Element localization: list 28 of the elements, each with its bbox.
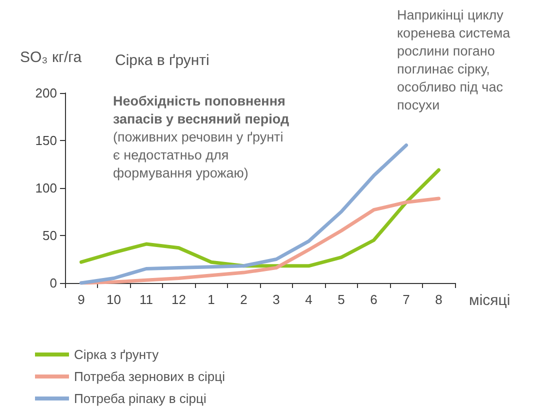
line-series <box>80 168 440 268</box>
x-tick-label: 2 <box>240 292 248 307</box>
x-tick-label: 3 <box>272 292 280 307</box>
annotation: (поживних речовин у ґрунті є недостатньо для формування урожаю) <box>113 130 284 180</box>
x-tick-label: 1 <box>208 292 215 307</box>
x-tick-label: 12 <box>172 292 186 307</box>
x-axis-title: місяці <box>469 292 510 309</box>
x-tick-label: 11 <box>140 292 153 307</box>
chart-title: Сірка в ґрунті <box>115 52 210 69</box>
y-tick-label: 50 <box>42 228 57 243</box>
x-tick-label: 9 <box>78 292 85 307</box>
y-axis-title: SO₃ кг/га <box>20 49 82 66</box>
x-tick-label: 7 <box>402 292 410 307</box>
annotation: Наприкінці циклу коренева система рослини погано поглинає сірку, особливо під час посухи <box>397 8 511 112</box>
y-tick-label: 200 <box>35 86 57 100</box>
y-tick-label: 0 <box>50 276 57 290</box>
x-tick-label: 4 <box>305 292 312 307</box>
y-tick-label: 150 <box>35 133 57 148</box>
legend-label: Потреба зернових в сірці <box>74 369 226 384</box>
annotation: Необхідність поповнення запасів у весняний період <box>113 94 290 126</box>
line-series <box>80 144 408 285</box>
legend-label: Сірка з ґрунту <box>74 347 160 362</box>
y-tick-label: 100 <box>35 180 57 196</box>
x-tick-label: 8 <box>435 292 442 307</box>
legend-label: Потреба ріпаку в сірці <box>74 391 206 406</box>
x-tick-label: 5 <box>338 292 345 307</box>
x-tick-label: 10 <box>106 292 121 307</box>
x-tick-label: 6 <box>370 292 378 307</box>
